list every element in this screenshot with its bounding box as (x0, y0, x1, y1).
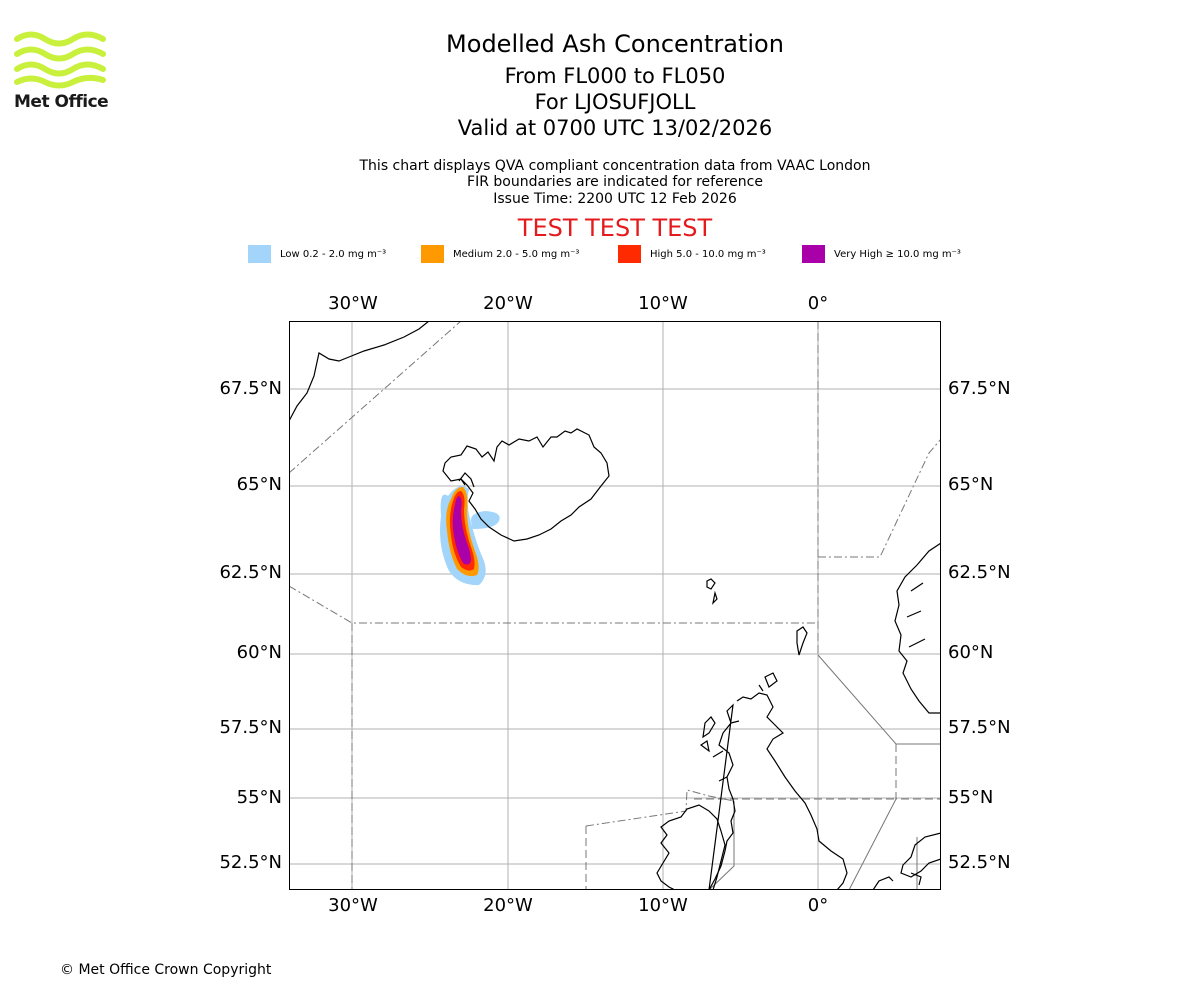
lon-label-bottom-30w: 30°W (328, 895, 378, 916)
logo-text: Met Office (14, 92, 109, 112)
lat-label-right-52-5: 52.5°N (948, 852, 1011, 873)
lat-label-left-57-5: 57.5°N (219, 717, 282, 738)
shetland-coast (796, 626, 808, 656)
iceland-coast (442, 428, 610, 542)
lon-label-top-30w: 30°W (328, 293, 378, 314)
coastlines (289, 321, 941, 890)
flight-level-range: From FL000 to FL050 (504, 64, 726, 88)
legend-label-low: Low 0.2 - 2.0 mg m⁻³ (280, 248, 387, 260)
lat-label-right-67-5: 67.5°N (948, 378, 1011, 399)
lon-label-bottom-20w: 20°W (483, 895, 533, 916)
compliance-note: This chart displays QVA compliant concen… (359, 158, 871, 174)
legend-medium: Medium 2.0 - 5.0 mg m⁻³ (421, 244, 579, 264)
fir-boundaries (289, 321, 941, 890)
ireland-coast (656, 804, 726, 890)
volcano-name: For LJOSUFJOLL (534, 90, 696, 114)
test-banner: TEST TEST TEST (517, 214, 713, 242)
legend-label-high: High 5.0 - 10.0 mg m⁻³ (650, 248, 766, 260)
lat-label-right-65: 65°N (948, 474, 994, 495)
lat-label-right-60: 60°N (948, 642, 994, 663)
legend-swatch-high (618, 245, 641, 263)
lat-label-left-67-5: 67.5°N (219, 378, 282, 399)
valid-time: Valid at 0700 UTC 13/02/2026 (457, 116, 773, 140)
lat-label-right-62-5: 62.5°N (948, 562, 1011, 583)
ash-map (289, 321, 941, 890)
lat-label-left-52-5: 52.5°N (219, 852, 282, 873)
lon-label-top-0: 0° (807, 293, 829, 314)
ash-cloud (440, 486, 500, 586)
legend-label-very-high: Very High ≥ 10.0 mg m⁻³ (834, 248, 961, 260)
lat-label-left-60: 60°N (236, 642, 282, 663)
lon-label-top-10w: 10°W (638, 293, 688, 314)
lon-label-bottom-10w: 10°W (638, 895, 688, 916)
issue-time: Issue Time: 2200 UTC 12 Feb 2026 (493, 191, 737, 207)
denmark-coast (900, 832, 941, 878)
legend-swatch-very-high (802, 245, 825, 263)
uk-coast (708, 692, 848, 890)
legend-swatch-medium (421, 245, 444, 263)
lon-label-bottom-0: 0° (807, 895, 829, 916)
legend-high: High 5.0 - 10.0 mg m⁻³ (618, 244, 766, 264)
lat-label-left-55: 55°N (236, 787, 282, 808)
legend-label-medium: Medium 2.0 - 5.0 mg m⁻³ (453, 248, 580, 260)
greenland-coast (289, 321, 430, 422)
legend-low: Low 0.2 - 2.0 mg m⁻³ (248, 244, 386, 264)
lat-label-right-55: 55°N (948, 787, 994, 808)
copyright: © Met Office Crown Copyright (60, 962, 272, 978)
chart-title: Modelled Ash Concentration (446, 30, 784, 58)
map-frame (289, 321, 941, 890)
lat-label-left-65: 65°N (236, 474, 282, 495)
norway-coast (894, 542, 941, 714)
lon-label-top-20w: 20°W (483, 293, 533, 314)
legend-swatch-low (248, 245, 271, 263)
legend-very-high: Very High ≥ 10.0 mg m⁻³ (802, 244, 961, 264)
graticule (289, 321, 941, 890)
lat-label-right-57-5: 57.5°N (948, 717, 1011, 738)
fir-note: FIR boundaries are indicated for referen… (467, 174, 763, 190)
faroe-coast (706, 578, 718, 605)
met-office-logo (14, 31, 106, 89)
lat-label-left-62-5: 62.5°N (219, 562, 282, 583)
